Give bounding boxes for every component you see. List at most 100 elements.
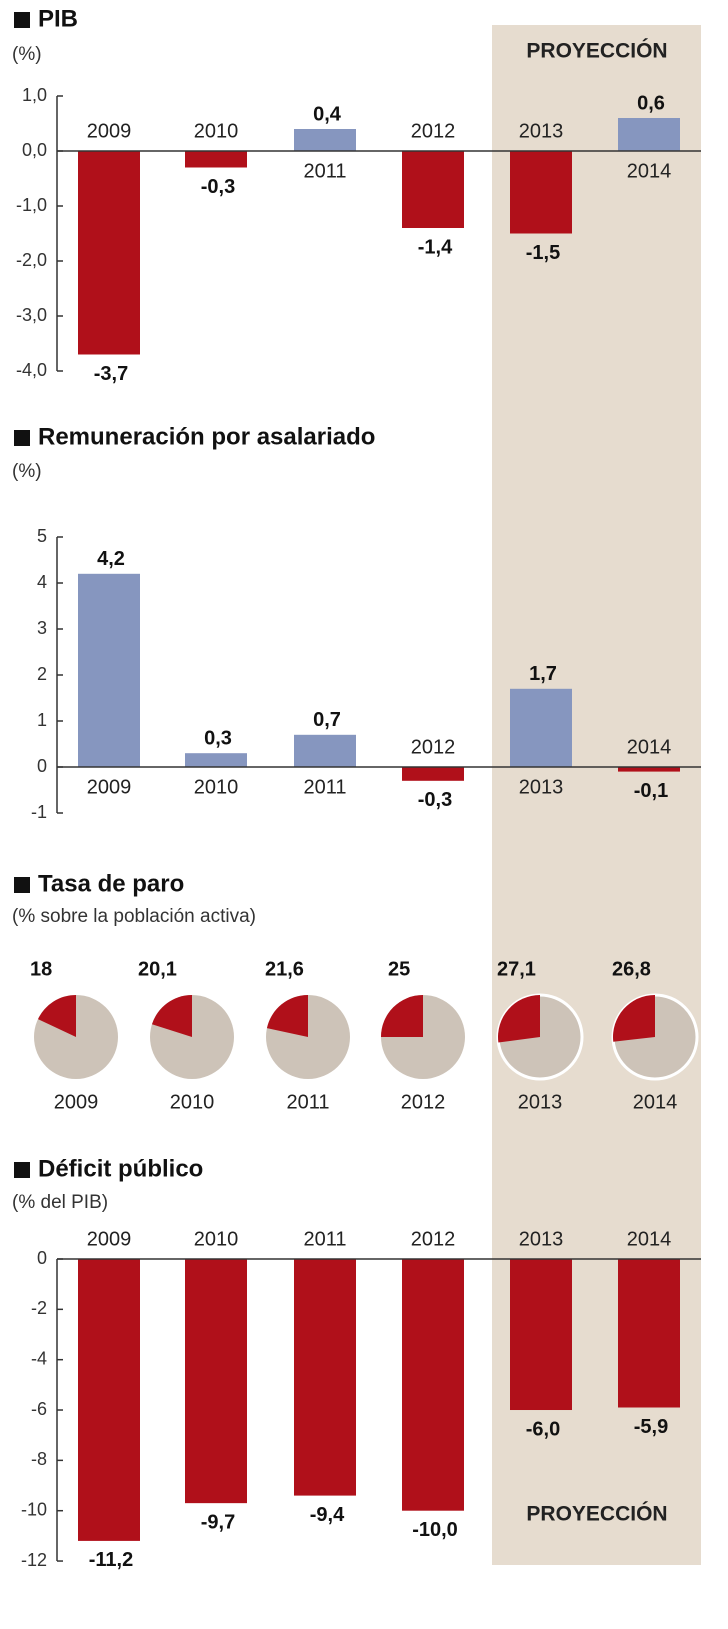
bar — [78, 573, 140, 767]
title-marker — [14, 12, 30, 28]
chart-subtitle: (%) — [12, 44, 42, 65]
bar — [78, 151, 140, 355]
y-tick-label: -8 — [31, 1449, 47, 1469]
value-label: 1,7 — [529, 663, 557, 685]
title-marker — [14, 430, 30, 446]
y-tick-label: -2,0 — [16, 250, 47, 270]
y-tick-label: 0,0 — [22, 140, 47, 160]
bar — [78, 1259, 140, 1541]
x-tick-label: 2012 — [411, 1228, 456, 1250]
value-label: -1,5 — [526, 242, 560, 264]
bar — [185, 151, 247, 168]
value-label: 18 — [30, 958, 52, 980]
y-tick-label: -1 — [31, 802, 47, 822]
x-tick-label: 2013 — [518, 1091, 563, 1113]
value-label: 21,6 — [265, 958, 304, 980]
y-tick-label: 1 — [37, 710, 47, 730]
x-tick-label: 2014 — [633, 1091, 678, 1113]
y-tick-label: -6 — [31, 1399, 47, 1419]
value-label: -10,0 — [412, 1519, 458, 1541]
bar — [402, 767, 464, 781]
value-label: -11,2 — [89, 1549, 133, 1571]
chart-title: Remuneración por asalariado — [38, 423, 375, 450]
y-tick-label: -3,0 — [16, 305, 47, 325]
bar — [402, 151, 464, 228]
x-tick-label: 2010 — [194, 1228, 239, 1250]
pie-slice — [151, 995, 192, 1037]
value-label: 0,4 — [313, 103, 342, 125]
bar — [294, 129, 356, 151]
x-tick-label: 2013 — [519, 1228, 564, 1250]
y-tick-label: -12 — [21, 1550, 47, 1570]
value-label: -1,4 — [418, 236, 453, 258]
bar — [185, 753, 247, 767]
y-tick-label: 4 — [37, 572, 47, 592]
value-label: -0,1 — [634, 780, 668, 802]
bar — [618, 767, 680, 772]
x-tick-label: 2012 — [411, 736, 456, 758]
x-tick-label: 2014 — [627, 1228, 672, 1250]
bar — [618, 118, 680, 151]
value-label: 0,3 — [204, 727, 232, 749]
value-label: -5,9 — [634, 1416, 668, 1438]
x-tick-label: 2011 — [303, 160, 346, 182]
x-tick-label: 2011 — [303, 1228, 346, 1250]
x-tick-label: 2010 — [170, 1091, 215, 1113]
x-tick-label: 2009 — [87, 776, 132, 798]
x-tick-label: 2013 — [519, 120, 564, 142]
y-tick-label: 0 — [37, 756, 47, 776]
y-tick-label: 0 — [37, 1248, 47, 1268]
title-marker — [14, 877, 30, 893]
bar — [294, 734, 356, 767]
x-tick-label: 2010 — [194, 776, 239, 798]
y-tick-label: 3 — [37, 618, 47, 638]
value-label: -9,4 — [310, 1504, 345, 1526]
y-tick-label: -10 — [21, 1499, 47, 1519]
chart-subtitle: (% del PIB) — [12, 1192, 108, 1213]
x-tick-label: 2011 — [286, 1091, 329, 1113]
bar — [294, 1259, 356, 1496]
pie-slice — [381, 995, 423, 1037]
y-tick-label: -1,0 — [16, 195, 47, 215]
x-tick-label: 2012 — [411, 120, 456, 142]
y-tick-label: 5 — [37, 526, 47, 546]
bar — [185, 1259, 247, 1504]
title-marker — [14, 1162, 30, 1178]
projection-label: PROYECCIÓN — [526, 1502, 667, 1526]
pie-slice — [498, 995, 540, 1043]
y-tick-label: 1,0 — [22, 85, 47, 105]
x-tick-label: 2009 — [54, 1091, 99, 1113]
chart-subtitle: (% sobre la población activa) — [12, 906, 256, 927]
bar — [510, 688, 572, 767]
y-tick-label: -2 — [31, 1298, 47, 1318]
x-tick-label: 2013 — [519, 776, 564, 798]
x-tick-label: 2012 — [401, 1091, 446, 1113]
value-label: 26,8 — [612, 958, 651, 980]
value-label: 0,6 — [637, 92, 665, 114]
value-label: 25 — [388, 958, 410, 980]
bar — [402, 1259, 464, 1511]
x-tick-label: 2009 — [87, 120, 132, 142]
pie-slice — [37, 995, 76, 1037]
x-tick-label: 2014 — [627, 736, 672, 758]
value-label: 0,7 — [313, 709, 341, 731]
value-label: -6,0 — [526, 1418, 560, 1440]
y-tick-label: -4,0 — [16, 360, 47, 380]
value-label: 27,1 — [497, 958, 536, 980]
bar — [510, 151, 572, 234]
x-tick-label: 2011 — [303, 776, 346, 798]
value-label: -0,3 — [201, 176, 235, 198]
y-tick-label: -4 — [31, 1348, 47, 1368]
chart-subtitle: (%) — [12, 461, 42, 482]
x-tick-label: 2014 — [627, 160, 672, 182]
projection-label: PROYECCIÓN — [526, 39, 667, 63]
pie-slice — [266, 995, 308, 1037]
chart-title: Tasa de paro — [38, 870, 184, 897]
chart-title: PIB — [38, 5, 78, 32]
x-tick-label: 2009 — [87, 1228, 132, 1250]
chart-title: Déficit público — [38, 1155, 203, 1182]
x-tick-label: 2010 — [194, 120, 239, 142]
y-tick-label: 2 — [37, 664, 47, 684]
value-label: -0,3 — [418, 789, 452, 811]
